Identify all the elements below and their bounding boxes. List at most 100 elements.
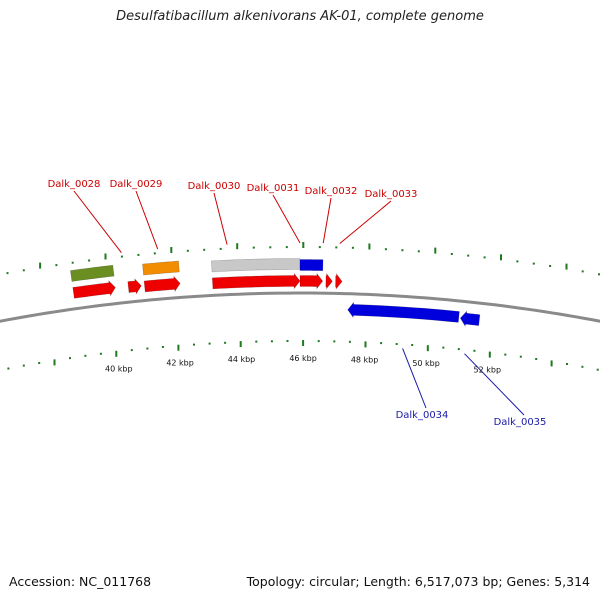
minor-tick-inner xyxy=(380,342,383,345)
minor-tick-inner xyxy=(22,364,25,367)
forward-cds-arrow xyxy=(299,272,324,290)
forward-cds-arrow xyxy=(211,272,301,290)
minor-tick-outer xyxy=(120,255,123,258)
major-tick-outer xyxy=(500,254,502,261)
minor-tick-inner xyxy=(566,363,568,365)
minor-tick-outer xyxy=(351,246,354,249)
minor-tick-outer xyxy=(417,250,420,253)
minor-tick-inner xyxy=(596,368,599,371)
minor-tick-outer xyxy=(532,262,535,265)
major-tick-inner xyxy=(177,344,180,351)
minor-tick-outer xyxy=(203,248,206,251)
major-tick-outer xyxy=(368,243,371,250)
gene-leader-line xyxy=(213,192,228,245)
minor-tick-outer xyxy=(467,254,470,257)
tick-label: 44 kbp xyxy=(228,355,256,364)
minor-tick-outer xyxy=(450,253,453,255)
minor-tick-outer xyxy=(71,261,74,264)
minor-tick-inner xyxy=(84,354,87,357)
category-bar-grey xyxy=(211,258,301,273)
gene-leader-line xyxy=(73,190,122,254)
major-tick-inner xyxy=(239,341,242,348)
minor-tick-outer xyxy=(335,246,338,249)
gene-leader-line xyxy=(402,348,427,409)
forward-cds-arrow xyxy=(127,278,142,295)
forward-cds-arrow xyxy=(325,272,333,290)
minor-tick-outer xyxy=(55,264,58,267)
gene-label-top: Dalk_0028 xyxy=(48,179,101,190)
tick-label: 40 kbp xyxy=(105,365,133,374)
tick-label: 48 kbp xyxy=(351,355,379,364)
minor-tick-inner xyxy=(99,352,102,355)
category-bar-blue xyxy=(299,259,324,272)
minor-tick-inner xyxy=(161,346,164,348)
major-tick-outer xyxy=(565,263,568,270)
major-tick-outer xyxy=(39,262,42,269)
minor-tick-dots xyxy=(6,242,600,371)
label-leaders xyxy=(73,190,525,416)
gene-label-top: Dalk_0029 xyxy=(110,179,163,190)
major-tick-outer xyxy=(104,253,107,260)
minor-tick-inner xyxy=(7,367,10,370)
minor-tick-inner xyxy=(69,357,71,360)
minor-tick-outer xyxy=(549,265,552,267)
gene-label-top: Dalk_0031 xyxy=(247,183,300,194)
gene-leader-line xyxy=(135,190,159,250)
major-tick-outer xyxy=(170,247,173,253)
forward-cds-arrow xyxy=(143,275,181,293)
major-tick-inner xyxy=(115,350,118,357)
tick-label: 50 kbp xyxy=(412,359,440,368)
gene-label-bottom: Dalk_0035 xyxy=(494,417,547,428)
minor-tick-outer xyxy=(483,256,486,259)
major-tick-outer xyxy=(434,247,437,254)
major-tick-inner xyxy=(488,351,491,358)
minor-tick-inner xyxy=(146,347,149,350)
feature-tracks xyxy=(70,258,481,328)
minor-tick-outer xyxy=(269,246,272,249)
reverse-cds-arrow xyxy=(459,310,481,328)
minor-tick-inner xyxy=(395,343,398,345)
forward-cds-arrow xyxy=(72,279,116,299)
tick-labels: 40 kbp 42 kbp 44 kbp 46 kbp 48 kbp 50 kbp 52 k… xyxy=(105,354,501,374)
minor-tick-inner xyxy=(208,342,211,345)
minor-tick-inner xyxy=(348,340,351,343)
tick-label: 42 kbp xyxy=(166,359,194,368)
gene-label-top: Dalk_0033 xyxy=(365,189,418,200)
minor-tick-outer xyxy=(516,260,519,263)
topology-summary: Topology: circular; Length: 6,517,073 bp… xyxy=(246,574,590,589)
minor-tick-inner xyxy=(270,340,273,343)
minor-tick-outer xyxy=(6,272,9,275)
minor-tick-outer xyxy=(153,252,156,255)
minor-tick-inner xyxy=(442,346,445,349)
forward-cds-arrow xyxy=(335,273,343,290)
minor-tick-outer xyxy=(598,273,600,276)
major-tick-inner xyxy=(53,359,56,366)
minor-tick-inner xyxy=(130,349,133,352)
minor-tick-inner xyxy=(317,340,320,343)
backbone-line xyxy=(0,291,600,323)
major-tick-inner xyxy=(550,360,553,367)
minor-tick-inner xyxy=(286,340,289,342)
minor-tick-inner xyxy=(193,343,195,346)
gene-label-top: Dalk_0032 xyxy=(305,186,358,197)
major-tick-outer xyxy=(302,242,305,248)
genome-title: Desulfatibacillum alkenivorans AK-01, co… xyxy=(116,9,484,24)
gene-leader-line xyxy=(339,200,392,244)
minor-tick-outer xyxy=(581,270,584,273)
major-tick-inner xyxy=(426,345,429,352)
gene-label-top: Dalk_0030 xyxy=(188,181,241,192)
minor-tick-inner xyxy=(457,348,460,351)
category-bar-orange xyxy=(142,260,180,276)
minor-tick-inner xyxy=(504,353,507,356)
tick-label: 46 kbp xyxy=(289,354,317,363)
minor-tick-outer xyxy=(22,269,25,272)
minor-tick-outer xyxy=(186,249,189,252)
tick-label: 52 kbp xyxy=(474,365,502,374)
minor-tick-inner xyxy=(411,344,414,346)
minor-tick-outer xyxy=(384,248,387,251)
minor-tick-outer xyxy=(318,246,321,249)
minor-tick-inner xyxy=(333,340,336,343)
gene-leader-line xyxy=(464,353,525,416)
minor-tick-outer xyxy=(219,247,222,250)
